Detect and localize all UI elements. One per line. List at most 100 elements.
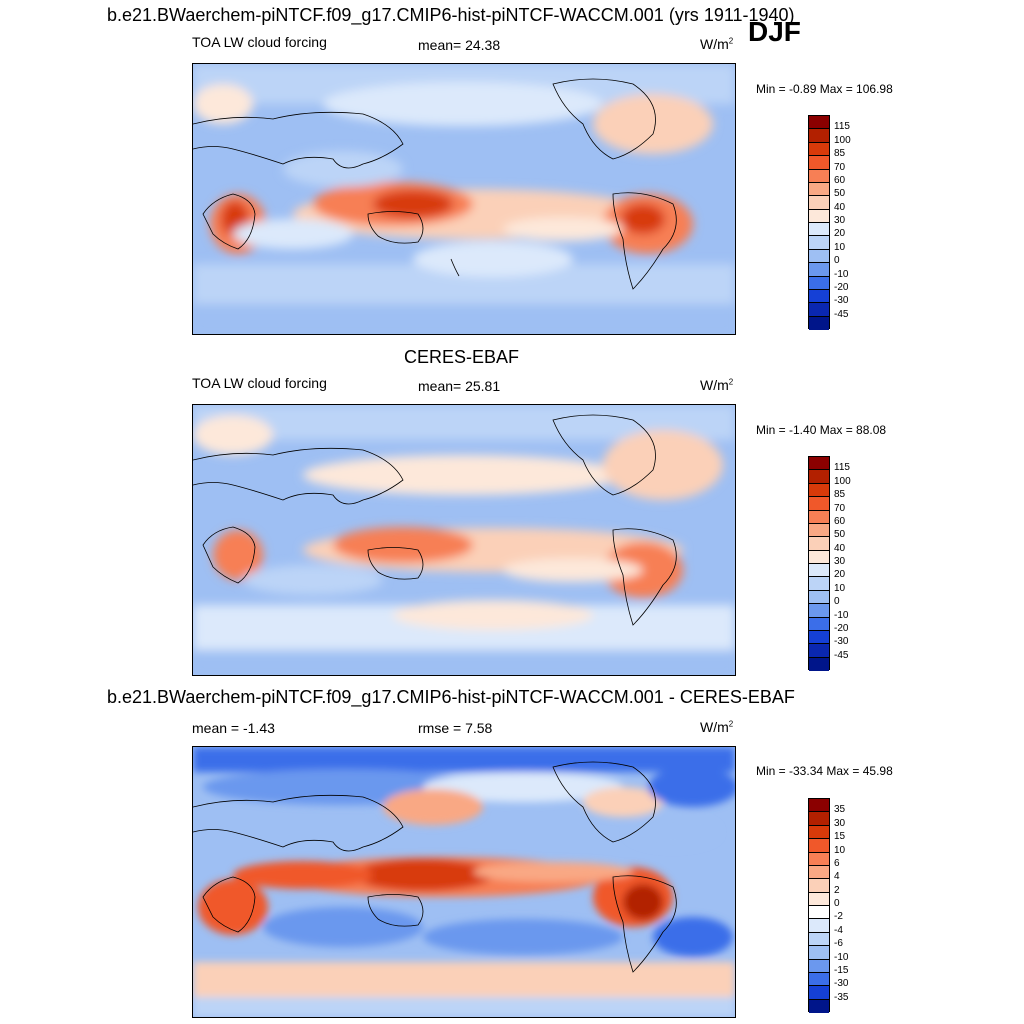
colorbar-swatch [809, 999, 829, 1013]
panel2-minmax: Min = -1.40 Max = 88.08 [756, 423, 887, 437]
colorbar-tick-label: 40 [834, 201, 846, 213]
panel3-rmse: rmse = 7.58 [418, 720, 493, 736]
panel1-map [192, 63, 736, 335]
colorbar-swatch [809, 249, 829, 264]
colorbar-swatch [809, 919, 829, 933]
colorbar-swatch [809, 497, 829, 511]
colorbar-tick-label: -45 [834, 649, 849, 661]
colorbar-tick-label: -10 [834, 609, 849, 621]
panel2-map [192, 404, 736, 676]
colorbar-tick-label: -30 [834, 636, 849, 648]
colorbar-tick-label: -10 [834, 951, 849, 963]
panel2-map-field [193, 405, 735, 675]
colorbar-swatch [809, 852, 829, 866]
season-label: DJF [748, 16, 801, 47]
colorbar-tick-label: 35 [834, 804, 846, 816]
panel3-title: b.e21.BWaerchem-piNTCF.f09_g17.CMIP6-his… [107, 687, 795, 707]
panel1-colorbar [808, 115, 830, 330]
panel1-minmax: Min = -0.89 Max = 106.98 [756, 82, 893, 96]
colorbar-tick-label: 50 [834, 188, 846, 200]
colorbar-swatch [809, 657, 829, 671]
colorbar-swatch [809, 590, 829, 605]
colorbar-tick-label: 60 [834, 174, 846, 186]
colorbar-swatch [809, 812, 829, 826]
colorbar-swatch [809, 644, 829, 658]
colorbar-tick-label: 0 [834, 898, 840, 909]
colorbar-swatch [809, 523, 829, 538]
colorbar-tick-label: 4 [834, 871, 840, 883]
colorbar-swatch [809, 986, 829, 1000]
panel2-coastlines [193, 414, 677, 626]
colorbar-tick-label: 30 [834, 215, 846, 226]
colorbar-tick-label: -35 [834, 991, 849, 1003]
colorbar-swatch [809, 470, 829, 484]
colorbar-tick-label: 0 [834, 255, 840, 267]
colorbar-swatch [809, 879, 829, 893]
colorbar-swatch [809, 564, 829, 578]
panel2-units: W/m2 [700, 377, 734, 393]
colorbar-swatch [809, 129, 829, 143]
panel1-units: W/m2 [700, 36, 734, 52]
colorbar-swatch [809, 959, 829, 973]
colorbar-tick-label: -45 [834, 308, 849, 320]
panel2-title: CERES-EBAF [404, 347, 520, 367]
colorbar-swatch [809, 932, 829, 947]
colorbar-swatch [809, 604, 829, 618]
colorbar-swatch [809, 303, 829, 317]
colorbar-tick-label: 6 [834, 857, 840, 869]
colorbar-swatch [809, 617, 829, 631]
colorbar-tick-label: -20 [834, 622, 849, 634]
colorbar-swatch [809, 142, 829, 157]
panel3-minmax: Min = -33.34 Max = 45.98 [756, 764, 893, 778]
colorbar-swatch [809, 316, 829, 330]
colorbar-tick-label: 100 [834, 134, 851, 146]
panel3-coastlines [193, 761, 677, 973]
colorbar-swatch [809, 946, 829, 960]
colorbar-swatch [809, 209, 829, 223]
colorbar-swatch [809, 550, 829, 564]
colorbar-swatch [809, 825, 829, 840]
colorbar-swatch [809, 457, 829, 471]
colorbar-tick-label: -2 [834, 911, 843, 923]
panel1-mean: mean= 24.38 [418, 37, 501, 53]
colorbar-tick-label: -20 [834, 281, 849, 293]
colorbar-tick-label: 20 [834, 569, 846, 581]
colorbar-tick-label: 70 [834, 502, 846, 514]
colorbar-swatch [809, 289, 829, 304]
panel3-map-field [193, 747, 735, 1017]
colorbar-swatch [809, 577, 829, 591]
colorbar-swatch [809, 483, 829, 498]
colorbar-tick-label: 20 [834, 228, 846, 240]
panel3-units: W/m2 [700, 719, 734, 735]
colorbar-tick-label: 10 [834, 844, 846, 856]
colorbar-tick-label: -4 [834, 924, 843, 936]
panel1-map-field [193, 64, 735, 334]
colorbar-swatch [809, 182, 829, 197]
colorbar-tick-label: 2 [834, 884, 840, 896]
colorbar-swatch [809, 865, 829, 880]
colorbar-tick-label: 115 [834, 121, 850, 133]
colorbar-tick-label: 70 [834, 161, 846, 173]
colorbar-swatch [809, 537, 829, 551]
colorbar-swatch [809, 892, 829, 906]
colorbar-tick-label: 0 [834, 596, 840, 608]
colorbar-tick-label: 85 [834, 148, 846, 160]
colorbar-tick-label: 10 [834, 582, 846, 594]
colorbar-tick-label: 15 [834, 831, 846, 843]
colorbar-swatch [809, 799, 829, 813]
panel2-variable: TOA LW cloud forcing [192, 375, 327, 391]
colorbar-tick-label: -30 [834, 295, 849, 307]
figure-title: b.e21.BWaerchem-piNTCF.f09_g17.CMIP6-his… [107, 5, 795, 25]
panel1-coastlines [193, 78, 677, 290]
panel3-map [192, 746, 736, 1018]
colorbar-tick-label: 85 [834, 489, 846, 501]
colorbar-swatch [809, 906, 829, 920]
panel1-variable: TOA LW cloud forcing [192, 34, 327, 50]
colorbar-tick-label: -15 [834, 964, 849, 976]
colorbar-swatch [809, 156, 829, 170]
colorbar-tick-label: -6 [834, 938, 843, 950]
colorbar-swatch [809, 510, 829, 524]
colorbar-tick-label: 100 [834, 475, 851, 487]
colorbar-tick-label: 30 [834, 817, 846, 829]
colorbar-swatch [809, 169, 829, 183]
